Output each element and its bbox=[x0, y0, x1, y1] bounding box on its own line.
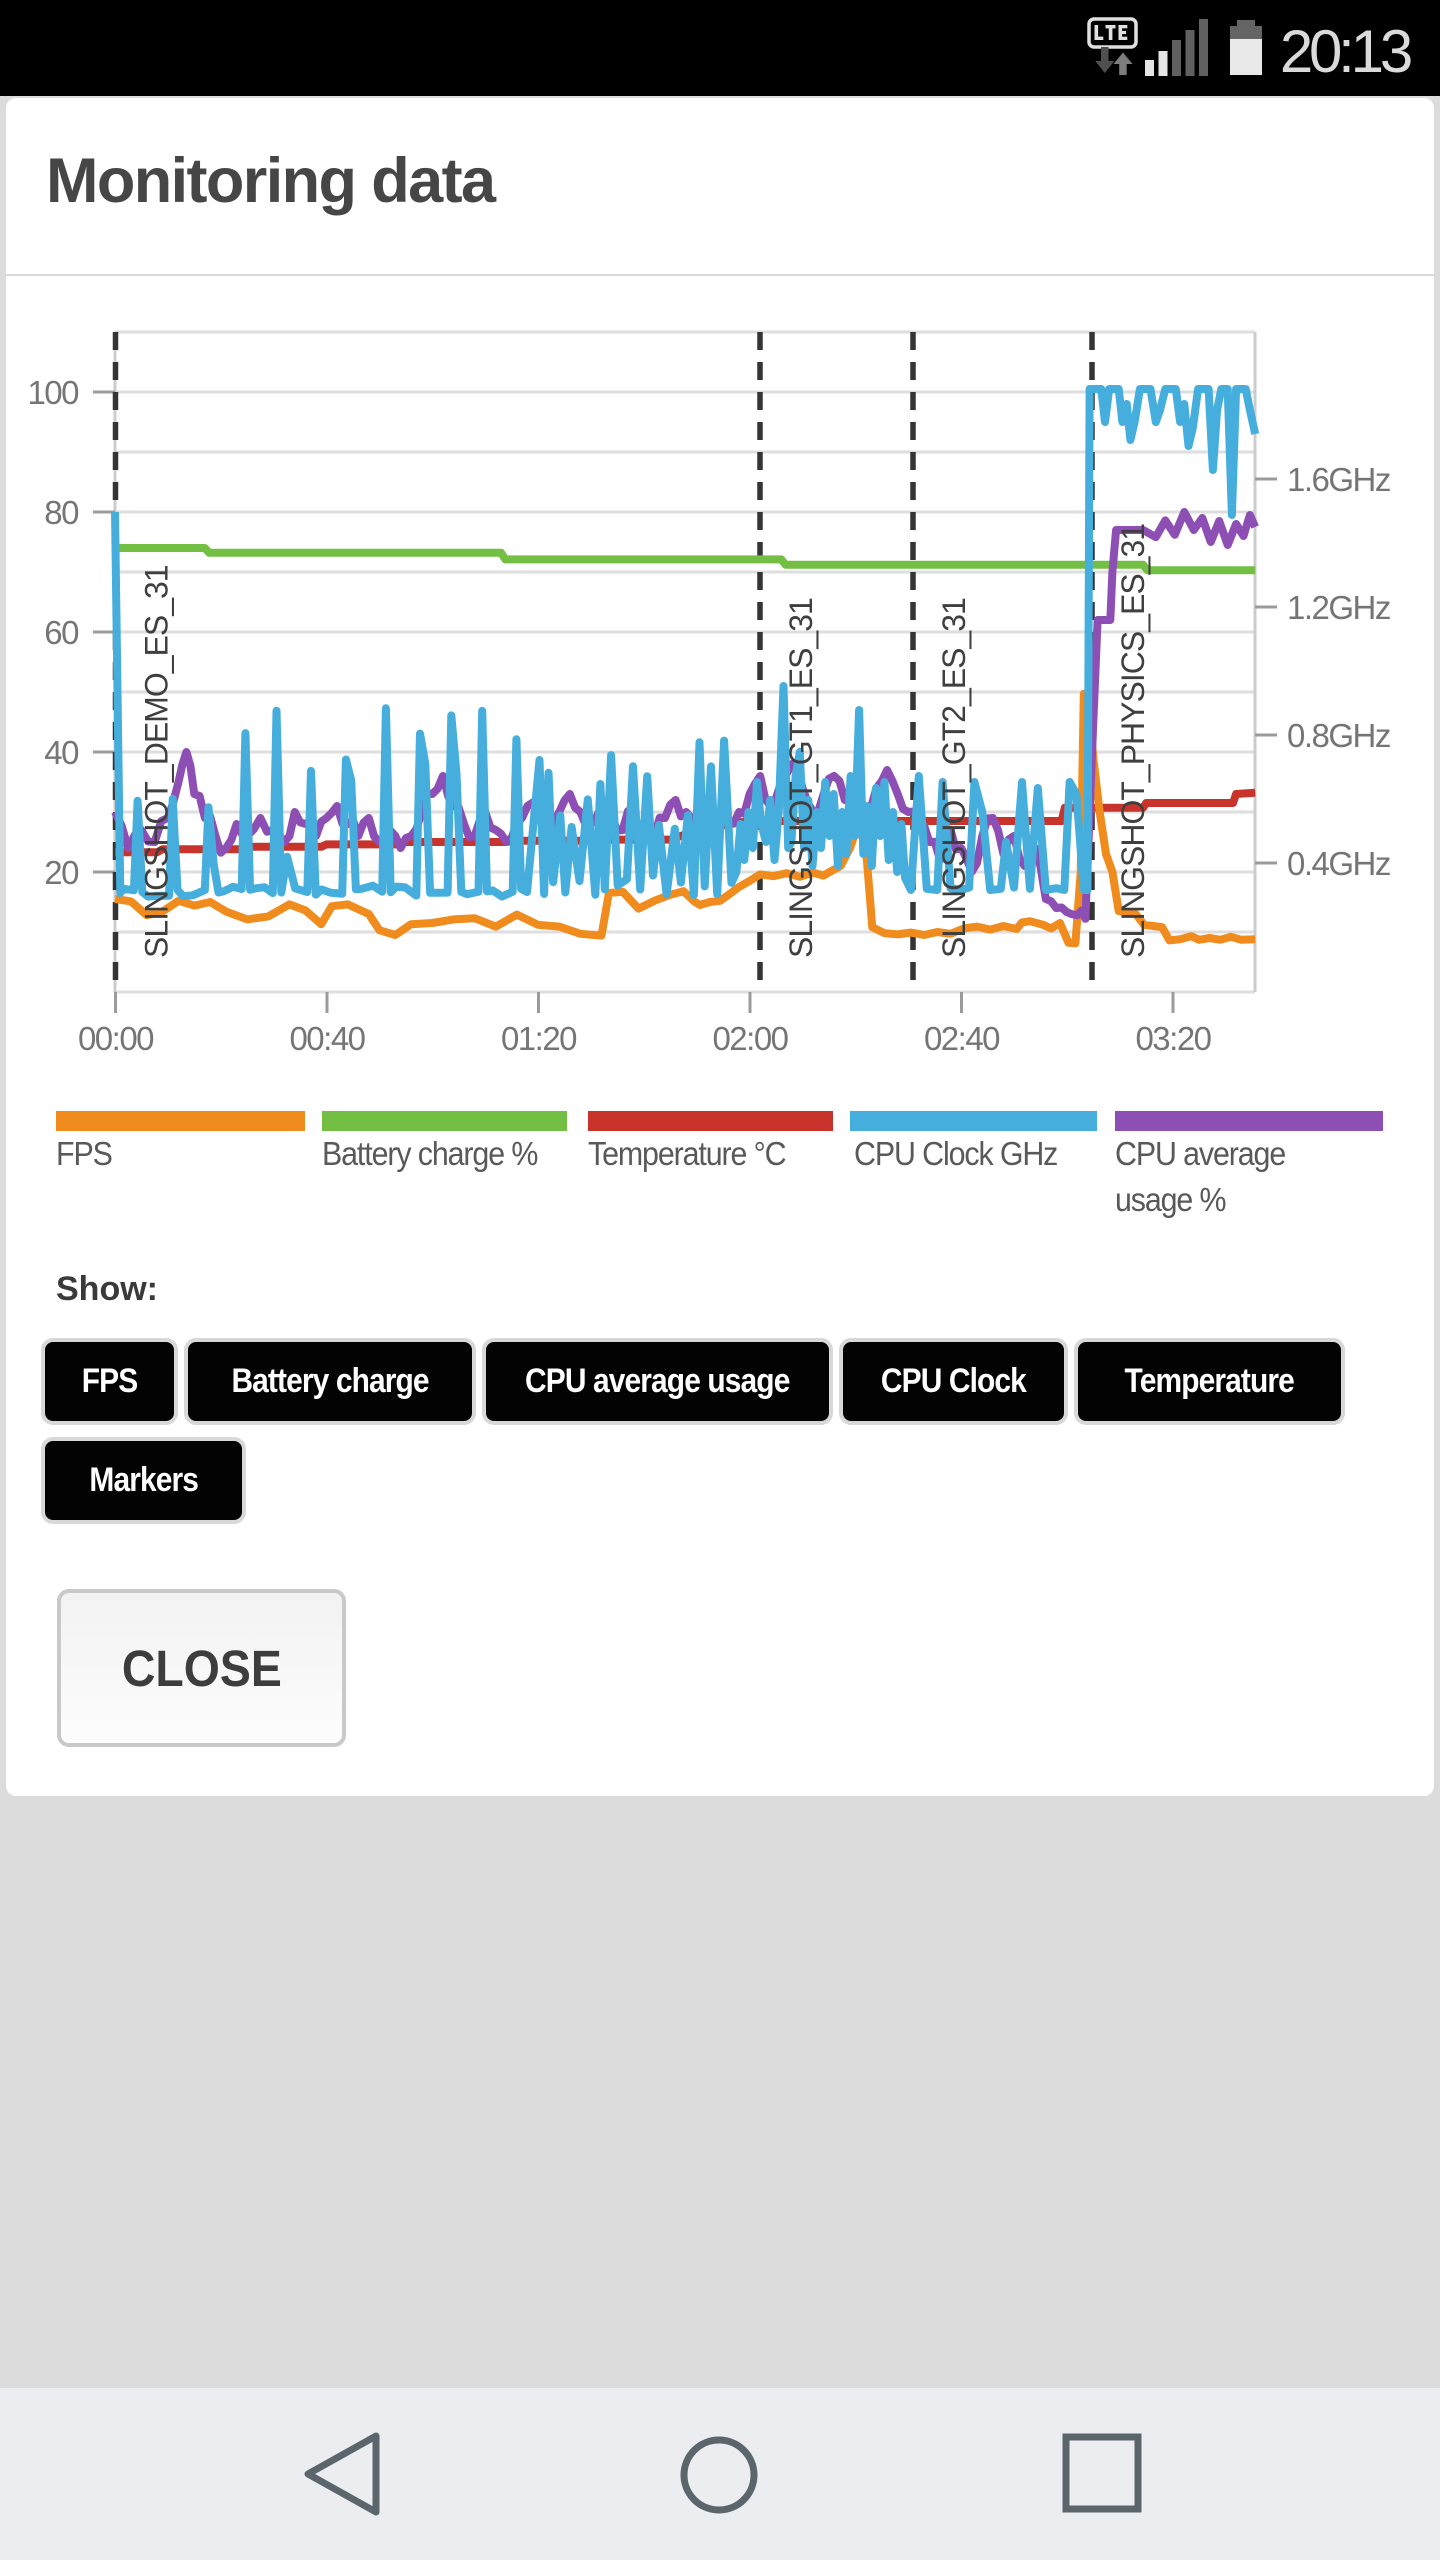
svg-text:1.2GHz: 1.2GHz bbox=[1287, 589, 1390, 626]
svg-text:SLINGSHOT_PHYSICS_ES_31: SLINGSHOT_PHYSICS_ES_31 bbox=[1115, 524, 1151, 958]
svg-text:03:20: 03:20 bbox=[1135, 1020, 1211, 1057]
svg-text:SLINGSHOT_GT1_ES_31: SLINGSHOT_GT1_ES_31 bbox=[783, 598, 819, 958]
svg-text:100: 100 bbox=[27, 374, 79, 411]
svg-text:20:13: 20:13 bbox=[1280, 18, 1411, 85]
svg-text:00:00: 00:00 bbox=[78, 1020, 154, 1057]
svg-text:01:20: 01:20 bbox=[501, 1020, 577, 1057]
svg-text:SLINGSHOT_GT2_ES_31: SLINGSHOT_GT2_ES_31 bbox=[936, 598, 972, 958]
svg-text:40: 40 bbox=[44, 734, 79, 771]
svg-text:80: 80 bbox=[44, 494, 79, 531]
svg-text:00:40: 00:40 bbox=[289, 1020, 365, 1057]
svg-text:0.8GHz: 0.8GHz bbox=[1287, 717, 1390, 754]
svg-text:1.6GHz: 1.6GHz bbox=[1287, 461, 1390, 498]
svg-text:02:40: 02:40 bbox=[924, 1020, 1000, 1057]
svg-text:0.4GHz: 0.4GHz bbox=[1287, 845, 1390, 882]
svg-text:SLINGSHOT_DEMO_ES_31: SLINGSHOT_DEMO_ES_31 bbox=[139, 565, 175, 958]
svg-text:20: 20 bbox=[44, 854, 79, 891]
svg-text:60: 60 bbox=[44, 614, 79, 651]
svg-text:02:00: 02:00 bbox=[712, 1020, 788, 1057]
